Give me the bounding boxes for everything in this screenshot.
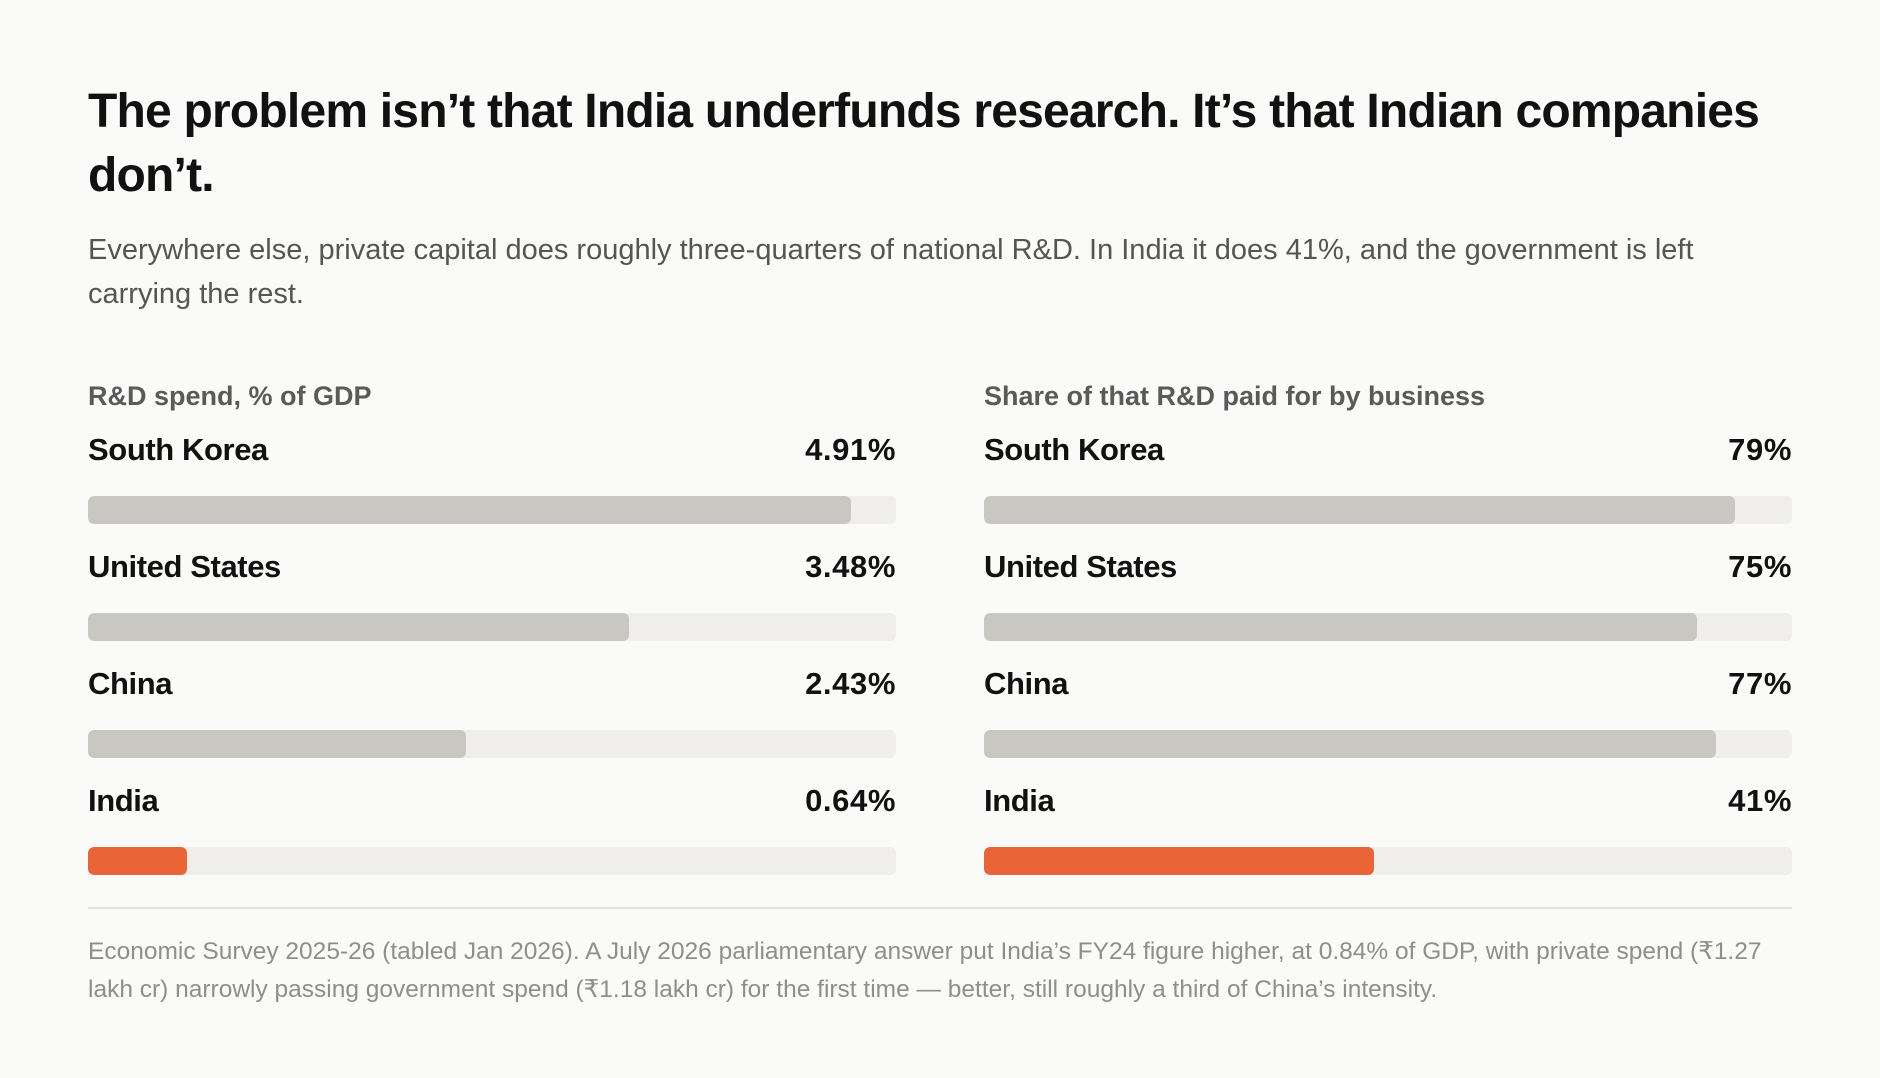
bar [984, 730, 1716, 758]
bar-row: South Korea 79% [984, 432, 1792, 549]
bar-track [88, 847, 896, 875]
source-note: Economic Survey 2025-26 (tabled Jan 2026… [88, 938, 1762, 1003]
charts-area: R&D spend, % of GDP South Korea 4.91% Unit… [88, 378, 1792, 898]
panel-rd-spend: R&D spend, % of GDP South Korea 4.91% Unit… [88, 378, 896, 900]
bar-value-label: 77% [1728, 666, 1792, 701]
bar [88, 496, 851, 524]
bar-category-label: India [984, 783, 1055, 818]
panel-title-rd-spend: R&D spend, % of GDP [88, 381, 372, 411]
bar-value-label: 75% [1728, 549, 1792, 584]
bar-track [88, 613, 896, 641]
bar-track [984, 847, 1792, 875]
bar-category-label: United States [88, 549, 281, 584]
bar-value-label: 0.64% [805, 783, 896, 818]
bar-track [984, 496, 1792, 524]
footer-divider [88, 907, 1792, 909]
bar-row: China 77% [984, 666, 1792, 783]
bar-row-header: India 0.64% [88, 783, 896, 823]
panel-business-share: Share of that R&D paid for by business S… [984, 378, 1792, 900]
bar [88, 613, 629, 641]
chart-subtitle: Everywhere else, private capital does ro… [88, 234, 1694, 310]
bar-row: South Korea 4.91% [88, 432, 896, 549]
bar-row-header: India 41% [984, 783, 1792, 823]
bar-list-business-share: South Korea 79% United States 75% China 77% In… [984, 432, 1792, 900]
bar-category-label: United States [984, 549, 1177, 584]
bar-row: China 2.43% [88, 666, 896, 783]
bar-value-label: 79% [1728, 432, 1792, 467]
chart-title: The problem isn’t that India underfunds … [88, 85, 1760, 202]
bar-highlighted [88, 847, 187, 875]
bar-row-header: United States 3.48% [88, 549, 896, 589]
bar [88, 730, 466, 758]
bar-track [88, 496, 896, 524]
bar-row: India 0.64% [88, 783, 896, 900]
bar-track [88, 730, 896, 758]
bar-value-label: 2.43% [805, 666, 896, 701]
panel-title-business-share: Share of that R&D paid for by business [984, 381, 1486, 411]
chart-container: The problem isn’t that India underfunds … [88, 80, 1792, 898]
bar-track [984, 613, 1792, 641]
bar-value-label: 41% [1728, 783, 1792, 818]
bar-list-rd-spend: South Korea 4.91% United States 3.48% China 2… [88, 432, 896, 900]
bar-row-header: United States 75% [984, 549, 1792, 589]
bar-row-header: China 77% [984, 666, 1792, 706]
bar-row-header: South Korea 4.91% [88, 432, 896, 472]
bar-value-label: 3.48% [805, 549, 896, 584]
bar [984, 613, 1697, 641]
bar-row: United States 75% [984, 549, 1792, 666]
bar-highlighted [984, 847, 1374, 875]
bar [984, 496, 1735, 524]
bar-row-header: South Korea 79% [984, 432, 1792, 472]
bar-category-label: India [88, 783, 159, 818]
bar-row: United States 3.48% [88, 549, 896, 666]
bar-category-label: South Korea [88, 432, 268, 467]
bar-track [984, 730, 1792, 758]
bar-row: India 41% [984, 783, 1792, 900]
bar-category-label: China [984, 666, 1069, 701]
bar-category-label: China [88, 666, 173, 701]
bar-category-label: South Korea [984, 432, 1164, 467]
bar-value-label: 4.91% [805, 432, 896, 467]
bar-row-header: China 2.43% [88, 666, 896, 706]
